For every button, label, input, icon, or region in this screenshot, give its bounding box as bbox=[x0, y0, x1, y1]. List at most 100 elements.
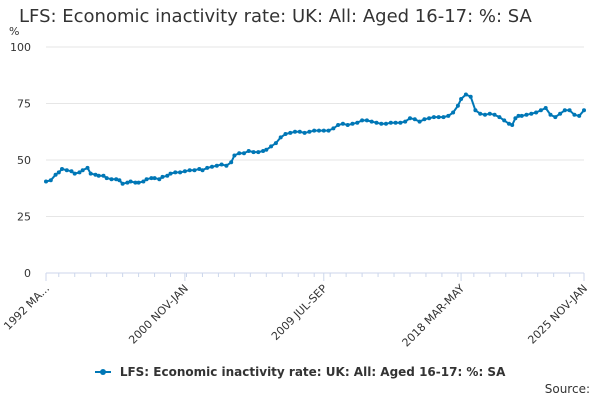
data-point[interactable] bbox=[192, 168, 197, 173]
data-point[interactable] bbox=[388, 120, 393, 125]
data-point[interactable] bbox=[487, 111, 492, 116]
data-point[interactable] bbox=[229, 160, 234, 165]
data-point[interactable] bbox=[455, 103, 460, 108]
data-point[interactable] bbox=[441, 115, 446, 120]
data-point[interactable] bbox=[173, 170, 178, 175]
data-point[interactable] bbox=[473, 108, 478, 113]
data-point[interactable] bbox=[326, 128, 331, 133]
data-point[interactable] bbox=[288, 130, 293, 135]
data-point[interactable] bbox=[451, 110, 456, 115]
data-point[interactable] bbox=[242, 151, 246, 156]
data-point[interactable] bbox=[77, 170, 82, 175]
data-point[interactable] bbox=[256, 150, 261, 155]
data-point[interactable] bbox=[125, 180, 130, 185]
data-point[interactable] bbox=[136, 180, 141, 185]
data-point[interactable] bbox=[232, 153, 237, 158]
data-point[interactable] bbox=[312, 128, 317, 133]
data-point[interactable] bbox=[72, 171, 77, 176]
data-point[interactable] bbox=[264, 147, 269, 152]
data-point[interactable] bbox=[524, 112, 529, 117]
data-point[interactable] bbox=[360, 118, 365, 123]
data-point[interactable] bbox=[200, 168, 205, 173]
data-point[interactable] bbox=[403, 119, 408, 124]
data-point[interactable] bbox=[96, 173, 101, 178]
data-point[interactable] bbox=[446, 113, 451, 118]
data-point[interactable] bbox=[317, 128, 321, 133]
data-point[interactable] bbox=[577, 113, 582, 118]
data-point[interactable] bbox=[85, 165, 90, 170]
data-point[interactable] bbox=[48, 178, 53, 183]
data-point[interactable] bbox=[572, 112, 577, 117]
data-point[interactable] bbox=[160, 174, 165, 179]
data-point[interactable] bbox=[144, 177, 149, 182]
data-point[interactable] bbox=[364, 118, 369, 123]
data-point[interactable] bbox=[331, 126, 336, 131]
data-point[interactable] bbox=[293, 129, 297, 134]
data-point[interactable] bbox=[114, 177, 119, 182]
data-point[interactable] bbox=[251, 150, 256, 155]
data-point[interactable] bbox=[261, 149, 266, 153]
data-point[interactable] bbox=[88, 171, 93, 176]
data-point[interactable] bbox=[492, 112, 497, 117]
data-point[interactable] bbox=[165, 173, 170, 178]
data-point[interactable] bbox=[497, 115, 502, 120]
data-point[interactable] bbox=[431, 115, 436, 120]
data-point[interactable] bbox=[393, 120, 398, 125]
data-point[interactable] bbox=[93, 172, 98, 177]
data-point[interactable] bbox=[60, 167, 64, 171]
data-point[interactable] bbox=[355, 120, 360, 125]
data-point[interactable] bbox=[516, 113, 521, 118]
data-point[interactable] bbox=[178, 170, 183, 175]
data-point[interactable] bbox=[513, 116, 518, 121]
data-point[interactable] bbox=[117, 178, 122, 183]
data-point[interactable] bbox=[69, 169, 74, 174]
data-point[interactable] bbox=[374, 120, 379, 125]
data-point[interactable] bbox=[427, 116, 432, 121]
data-point[interactable] bbox=[463, 92, 468, 97]
data-point[interactable] bbox=[510, 123, 515, 127]
data-point[interactable] bbox=[133, 180, 138, 185]
data-point[interactable] bbox=[412, 117, 417, 122]
data-point[interactable] bbox=[182, 169, 187, 174]
data-point[interactable] bbox=[582, 108, 586, 113]
data-point[interactable] bbox=[128, 179, 133, 184]
data-point[interactable] bbox=[302, 130, 307, 135]
data-point[interactable] bbox=[336, 123, 341, 127]
data-point[interactable] bbox=[297, 129, 302, 134]
data-point[interactable] bbox=[340, 121, 345, 126]
data-point[interactable] bbox=[205, 165, 210, 170]
data-point[interactable] bbox=[120, 181, 125, 186]
data-point[interactable] bbox=[246, 149, 251, 153]
data-point[interactable] bbox=[543, 106, 548, 110]
data-point[interactable] bbox=[567, 108, 572, 113]
data-point[interactable] bbox=[53, 172, 58, 177]
data-point[interactable] bbox=[237, 151, 242, 156]
data-point[interactable] bbox=[141, 179, 146, 184]
data-point[interactable] bbox=[224, 163, 229, 168]
data-point[interactable] bbox=[468, 94, 473, 99]
data-point[interactable] bbox=[408, 116, 412, 121]
data-point[interactable] bbox=[152, 176, 157, 181]
data-point[interactable] bbox=[422, 117, 427, 122]
data-point[interactable] bbox=[101, 173, 106, 178]
data-point[interactable] bbox=[502, 118, 507, 123]
data-point[interactable] bbox=[483, 112, 487, 117]
data-point[interactable] bbox=[219, 162, 224, 167]
data-point[interactable] bbox=[214, 163, 219, 168]
data-point[interactable] bbox=[149, 176, 154, 181]
data-point[interactable] bbox=[210, 164, 214, 169]
data-point[interactable] bbox=[321, 128, 326, 133]
data-point[interactable] bbox=[534, 110, 539, 115]
data-point[interactable] bbox=[519, 113, 524, 118]
data-point[interactable] bbox=[417, 119, 422, 124]
data-point[interactable] bbox=[384, 121, 388, 126]
data-point[interactable] bbox=[283, 132, 288, 136]
data-point[interactable] bbox=[478, 111, 483, 116]
data-point[interactable] bbox=[558, 111, 563, 116]
data-point[interactable] bbox=[398, 120, 403, 125]
data-point[interactable] bbox=[168, 171, 173, 176]
data-point[interactable] bbox=[345, 123, 350, 127]
data-point[interactable] bbox=[507, 121, 511, 126]
data-point[interactable] bbox=[379, 121, 384, 126]
data-point[interactable] bbox=[157, 177, 162, 182]
